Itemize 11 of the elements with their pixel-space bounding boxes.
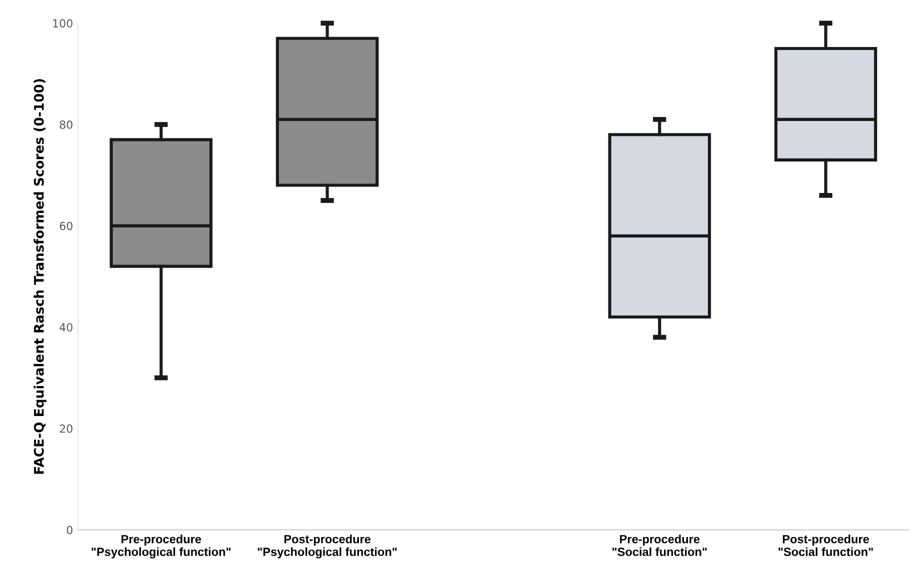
x-tick-label: Pre-procedure "Social function" [612, 534, 707, 556]
x-tick-label: Post-procedure "Psychological function" [258, 534, 397, 558]
y-tick-label: 60 [60, 222, 72, 230]
y-axis-title: FACE-Q Equivalent Rasch Transformed Scores (0-100) [34, 79, 46, 474]
x-tick-label: Pre-procedure "Psychological function" [92, 534, 231, 558]
y-tick-label: 40 [60, 323, 72, 332]
y-tick-label: 80 [60, 120, 72, 129]
y-tick-label: 100 [53, 19, 72, 28]
y-tick-label: 20 [60, 424, 72, 433]
x-tick-label: Post-procedure "Social function" [778, 534, 873, 556]
y-tick-label: 0 [66, 526, 72, 534]
